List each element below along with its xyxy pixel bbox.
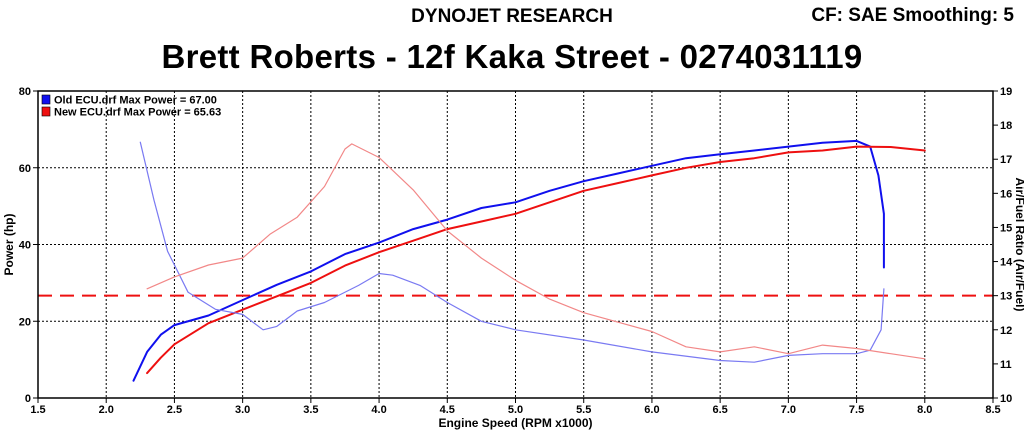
y2-tick-label: 16 <box>1000 188 1012 200</box>
x-tick-label: 1.5 <box>30 404 45 416</box>
y-axis-label: Power (hp) <box>2 213 16 275</box>
grid-lines <box>38 91 993 398</box>
y2-tick-label: 17 <box>1000 154 1012 166</box>
y-tick-label: 40 <box>19 240 31 252</box>
x-tick-label: 5.5 <box>576 404 591 416</box>
x-tick-label: 4.5 <box>440 404 455 416</box>
x-tick-label: 2.0 <box>99 404 114 416</box>
y2-tick-label: 13 <box>1000 291 1012 303</box>
y2-tick-label: 15 <box>1000 222 1012 234</box>
run-title: Brett Roberts - 12f Kaka Street - 027403… <box>161 38 863 75</box>
old-ecu-drf-afr-line <box>139 141 885 363</box>
correction-smoothing-label: CF: SAE Smoothing: 5 <box>811 5 1014 26</box>
legend-entry: Old ECU.drf Max Power = 67.00 <box>54 95 217 107</box>
y2-tick-label: 18 <box>1000 120 1012 132</box>
y2-tick-label: 10 <box>1000 393 1012 405</box>
x-axis-label: Engine Speed (RPM x1000) <box>438 416 592 430</box>
y-tick-label: 80 <box>19 86 31 98</box>
new-ecu-drf-afr-line <box>146 143 926 360</box>
new-ecu-drf-line <box>146 145 926 375</box>
axis-ticks: 1.5 2.0 2.5 3.0 3.5 4.0 4.5 5.0 5.5 6.0 6.5 7.0 7.5 8… <box>19 86 1013 416</box>
legend-entry: New ECU.drf Max Power = 65.63 <box>54 107 221 119</box>
x-tick-label: 6.5 <box>712 404 727 416</box>
old-ecu-drf-line <box>132 139 885 382</box>
x-tick-label: 8.5 <box>985 404 1000 416</box>
y2-tick-label: 11 <box>1000 359 1012 371</box>
y-tick-label: 20 <box>19 316 31 328</box>
x-tick-label: 7.0 <box>781 404 796 416</box>
y-tick-label: 60 <box>19 163 31 175</box>
legend-swatch <box>41 106 51 117</box>
y-tick-label: 0 <box>25 393 31 405</box>
x-tick-label: 3.5 <box>303 404 318 416</box>
y2-tick-label: 19 <box>1000 86 1012 98</box>
x-tick-label: 6.0 <box>644 404 659 416</box>
legend-swatch <box>41 94 51 105</box>
brand-title: DYNOJET RESEARCH <box>411 6 613 27</box>
series-group <box>38 139 993 382</box>
x-tick-label: 3.0 <box>235 404 250 416</box>
y2-tick-label: 12 <box>1000 325 1012 337</box>
x-tick-label: 8.0 <box>917 404 932 416</box>
y2-tick-label: 14 <box>1000 257 1013 269</box>
x-tick-label: 7.5 <box>849 404 864 416</box>
x-tick-label: 5.0 <box>508 404 523 416</box>
x-tick-label: 4.0 <box>371 404 386 416</box>
x-tick-label: 2.5 <box>167 404 182 416</box>
y2-axis-label: Air/Fuel Ratio (Air/Fuel) <box>1013 177 1024 311</box>
